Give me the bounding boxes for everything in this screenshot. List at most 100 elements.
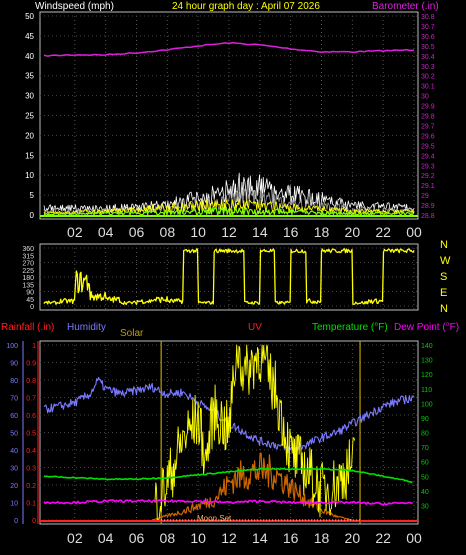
rain-tick-label: 1	[32, 343, 36, 350]
hour-label: 14	[252, 530, 268, 546]
dir-tick-label: 315	[22, 253, 34, 260]
temp-tick-label: 110	[421, 387, 432, 394]
baro-tick-label: 30.6	[421, 34, 435, 41]
wind-tick-label: 5	[30, 191, 35, 200]
rain-axis-label: Rainfall (.in)	[1, 322, 54, 333]
baro-tick-label: 30.1	[421, 84, 435, 91]
temp-tick-label: 80	[421, 431, 429, 438]
rain-tick-label: 0.9	[26, 361, 36, 368]
dir-tick-label: 90	[26, 290, 34, 297]
baro-tick-label: 28.9	[421, 203, 435, 210]
temp-axis-label: Temperature (°F)	[312, 322, 388, 333]
hour-labels-top: 02 04 06 08 10 12 14 16 18 20 22 00	[67, 224, 422, 240]
compass-w: W	[440, 255, 451, 267]
temp-tick-label: 100	[421, 401, 433, 408]
dew-axis-label: Dew Point (°F)	[394, 322, 459, 333]
baro-tick-label: 30.3	[421, 64, 435, 71]
hour-label: 08	[160, 224, 176, 240]
humidity-tick-label: 80	[10, 378, 18, 385]
temp-axes: 0 10 20 30 40 50 60 70 80 90 100 0 0.1 0.2 0.3 0.4 0.5 0.…	[6, 341, 433, 525]
humidity-tick-label: 60	[10, 413, 18, 420]
wind-tick-label: 10	[25, 171, 34, 180]
hour-label: 14	[252, 224, 268, 240]
baro-tick-label: 29	[421, 193, 429, 200]
temp-tick-label: 130	[421, 358, 433, 365]
humidity-tick-label: 40	[10, 448, 18, 455]
rain-tick-label: 0.1	[26, 501, 36, 508]
baro-tick-label: 29.3	[421, 163, 435, 170]
wind-grid	[40, 12, 418, 219]
hour-label: 20	[345, 530, 361, 546]
baro-tick-label: 29.4	[421, 153, 435, 160]
baro-axis-label: Barometer (.in)	[372, 1, 439, 12]
uv-label: UV	[248, 322, 262, 333]
temp-tick-label: 140	[421, 343, 433, 350]
moon-set-label: Moon Set	[197, 514, 232, 523]
solar-label: Solar	[120, 328, 144, 339]
humidity-tick-label: 0	[14, 518, 18, 525]
dir-tick-label: 360	[22, 246, 34, 253]
hour-label: 00	[406, 224, 422, 240]
humidity-tick-label: 70	[10, 396, 18, 403]
hour-label: 22	[375, 224, 391, 240]
hour-label: 02	[67, 224, 83, 240]
rain-tick-label: 0.7	[26, 396, 36, 403]
baro-tick-label: 29.7	[421, 123, 435, 130]
hour-label: 02	[67, 530, 83, 546]
baro-tick-label: 30.5	[421, 44, 435, 51]
rain-tick-label: 0.6	[26, 413, 36, 420]
humidity-tick-label: 50	[10, 431, 18, 438]
rain-tick-label: 0.4	[26, 448, 36, 455]
baro-line	[43, 41, 415, 57]
baro-tick-label: 29.1	[421, 183, 435, 190]
humidity-tick-label: 90	[10, 361, 18, 368]
dir-tick-label: 270	[22, 261, 34, 268]
humidity-tick-label: 100	[6, 343, 18, 350]
hour-label: 04	[98, 224, 114, 240]
wind-tick-label: 30	[25, 92, 34, 101]
wind-speed-noise	[40, 172, 418, 217]
baro-tick-label: 29.2	[421, 173, 435, 180]
compass-s: S	[440, 271, 447, 283]
hour-label: 18	[314, 530, 330, 546]
baro-tick-label: 28.8	[421, 213, 435, 220]
hour-label: 00	[406, 530, 422, 546]
temp-tick-label: 120	[421, 372, 433, 379]
temp-tick-label: 40	[421, 489, 429, 496]
hour-label: 08	[160, 530, 176, 546]
baro-tick-label: 30.8	[421, 14, 435, 21]
hour-label: 16	[283, 224, 299, 240]
wind-axes: 0 5 10 15 20 25 30 35 40 45 50 28.8 28.9 29 29.1 29.2 29…	[25, 12, 435, 220]
hour-label: 18	[314, 224, 330, 240]
wind-tick-label: 20	[25, 131, 34, 140]
humidity-tick-label: 30	[10, 466, 18, 473]
dir-lines	[43, 248, 415, 306]
baro-tick-label: 30.7	[421, 24, 435, 31]
hour-label: 12	[221, 224, 237, 240]
baro-tick-label: 29.5	[421, 143, 435, 150]
rain-tick-label: 0.8	[26, 378, 36, 385]
wind-avg-line	[43, 198, 415, 215]
humidity-tick-label: 20	[10, 483, 18, 490]
wind-tick-label: 35	[25, 72, 34, 81]
temp-tick-label: 30	[421, 503, 429, 510]
baro-tick-label: 30.2	[421, 74, 435, 81]
uv-line	[154, 344, 356, 521]
wind-axis-label: Windspeed (mph)	[35, 1, 114, 12]
hour-label: 04	[98, 530, 114, 546]
wind-min-line	[43, 206, 415, 216]
temp-tick-label: 60	[421, 460, 429, 467]
wind-lines	[43, 41, 415, 57]
graph-title: 24 hour graph day : April 07 2026	[172, 1, 320, 12]
hour-label: 10	[190, 530, 206, 546]
hour-label: 22	[375, 530, 391, 546]
temp-line	[43, 467, 413, 484]
rain-tick-label: 0	[32, 518, 36, 525]
compass-e: E	[440, 287, 447, 299]
hour-label: 12	[221, 530, 237, 546]
dir-tick-label: 180	[22, 275, 34, 282]
rain-tick-label: 0.5	[26, 431, 36, 438]
rain-tick-label: 0.2	[26, 483, 36, 490]
baro-tick-label: 29.6	[421, 133, 435, 140]
